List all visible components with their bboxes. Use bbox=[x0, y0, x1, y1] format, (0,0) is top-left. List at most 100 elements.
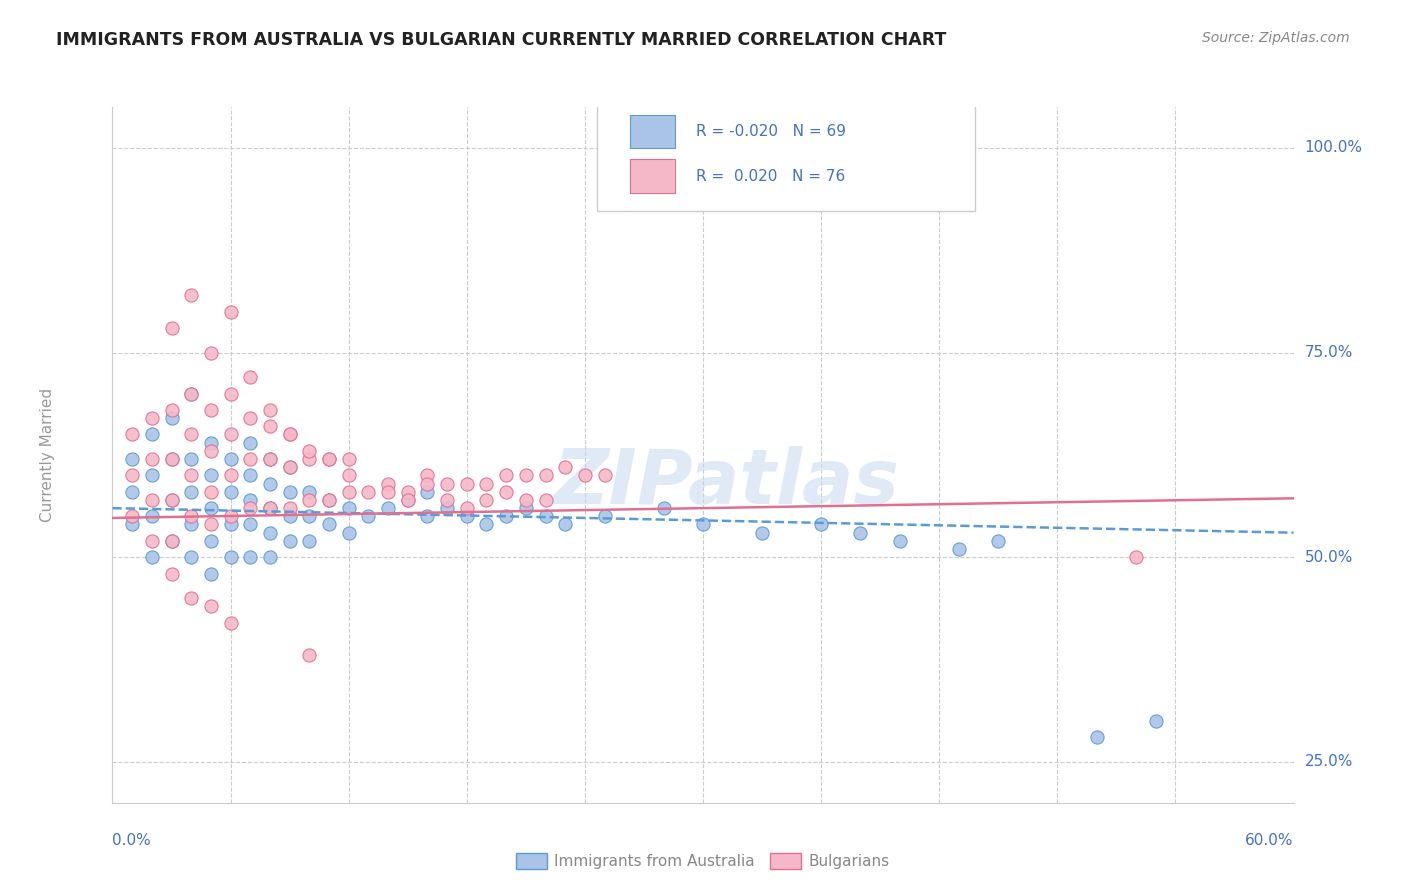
Point bbox=[160, 403, 183, 417]
Point bbox=[160, 533, 183, 548]
Point bbox=[239, 501, 262, 516]
Point bbox=[652, 501, 675, 516]
Point bbox=[141, 492, 163, 507]
Point bbox=[200, 566, 222, 581]
Text: Currently Married: Currently Married bbox=[39, 388, 55, 522]
Bar bbox=[630, 160, 675, 193]
Point bbox=[160, 452, 183, 467]
Point bbox=[180, 517, 202, 532]
Point bbox=[121, 509, 143, 524]
Point bbox=[337, 468, 360, 483]
Point bbox=[298, 509, 321, 524]
Point bbox=[278, 484, 301, 499]
Point bbox=[495, 509, 517, 524]
Point bbox=[160, 411, 183, 425]
Point bbox=[278, 460, 301, 475]
Point bbox=[337, 525, 360, 540]
Point bbox=[416, 468, 439, 483]
Point bbox=[593, 468, 616, 483]
Point bbox=[160, 452, 183, 467]
Point bbox=[298, 533, 321, 548]
Point bbox=[121, 484, 143, 499]
Point bbox=[141, 550, 163, 565]
Point bbox=[160, 492, 183, 507]
Point bbox=[219, 468, 242, 483]
Point bbox=[1144, 714, 1167, 728]
Point bbox=[180, 591, 202, 606]
Point bbox=[200, 468, 222, 483]
Point bbox=[259, 501, 281, 516]
Point bbox=[200, 345, 222, 359]
Point bbox=[495, 468, 517, 483]
Point bbox=[554, 517, 576, 532]
Point bbox=[337, 452, 360, 467]
Point bbox=[219, 386, 242, 401]
Point bbox=[200, 501, 222, 516]
Point bbox=[239, 517, 262, 532]
Point bbox=[318, 492, 340, 507]
Point bbox=[219, 517, 242, 532]
Point bbox=[239, 550, 262, 565]
Point bbox=[200, 599, 222, 614]
Point bbox=[456, 501, 478, 516]
Point bbox=[180, 288, 202, 302]
Text: R =  0.020   N = 76: R = 0.020 N = 76 bbox=[696, 169, 845, 184]
Point bbox=[121, 427, 143, 442]
Point bbox=[436, 476, 458, 491]
Point bbox=[475, 492, 498, 507]
Point bbox=[121, 452, 143, 467]
Point bbox=[121, 517, 143, 532]
Point bbox=[278, 501, 301, 516]
Point bbox=[456, 509, 478, 524]
Point bbox=[278, 460, 301, 475]
Point bbox=[475, 476, 498, 491]
Text: ZIPatlas: ZIPatlas bbox=[554, 446, 900, 520]
Point bbox=[180, 509, 202, 524]
Point bbox=[278, 427, 301, 442]
Point bbox=[436, 501, 458, 516]
Point bbox=[810, 517, 832, 532]
Point bbox=[259, 476, 281, 491]
Point bbox=[278, 533, 301, 548]
Text: 100.0%: 100.0% bbox=[1305, 140, 1362, 155]
Point bbox=[180, 386, 202, 401]
Point bbox=[515, 501, 537, 516]
Point bbox=[259, 525, 281, 540]
Point bbox=[219, 615, 242, 630]
Point bbox=[219, 550, 242, 565]
Text: 25.0%: 25.0% bbox=[1305, 755, 1353, 770]
Point bbox=[456, 476, 478, 491]
Point bbox=[160, 533, 183, 548]
Point bbox=[239, 452, 262, 467]
Point bbox=[948, 542, 970, 557]
Point bbox=[200, 484, 222, 499]
Point bbox=[180, 550, 202, 565]
Point bbox=[751, 525, 773, 540]
Point bbox=[180, 452, 202, 467]
Point bbox=[396, 484, 419, 499]
Point bbox=[416, 484, 439, 499]
Point bbox=[1085, 731, 1108, 745]
Point bbox=[200, 435, 222, 450]
Point bbox=[219, 304, 242, 318]
Point bbox=[987, 533, 1010, 548]
Point bbox=[377, 484, 399, 499]
Point bbox=[416, 509, 439, 524]
Point bbox=[259, 550, 281, 565]
Point bbox=[239, 468, 262, 483]
Point bbox=[436, 492, 458, 507]
Point bbox=[298, 452, 321, 467]
Point bbox=[141, 427, 163, 442]
Point bbox=[259, 419, 281, 434]
Point bbox=[298, 443, 321, 458]
Point bbox=[141, 509, 163, 524]
Point bbox=[416, 476, 439, 491]
Point bbox=[200, 517, 222, 532]
Point bbox=[377, 501, 399, 516]
Point bbox=[259, 403, 281, 417]
Text: 60.0%: 60.0% bbox=[1246, 833, 1294, 848]
Point bbox=[219, 427, 242, 442]
Point bbox=[278, 509, 301, 524]
Point bbox=[495, 484, 517, 499]
Point bbox=[534, 492, 557, 507]
